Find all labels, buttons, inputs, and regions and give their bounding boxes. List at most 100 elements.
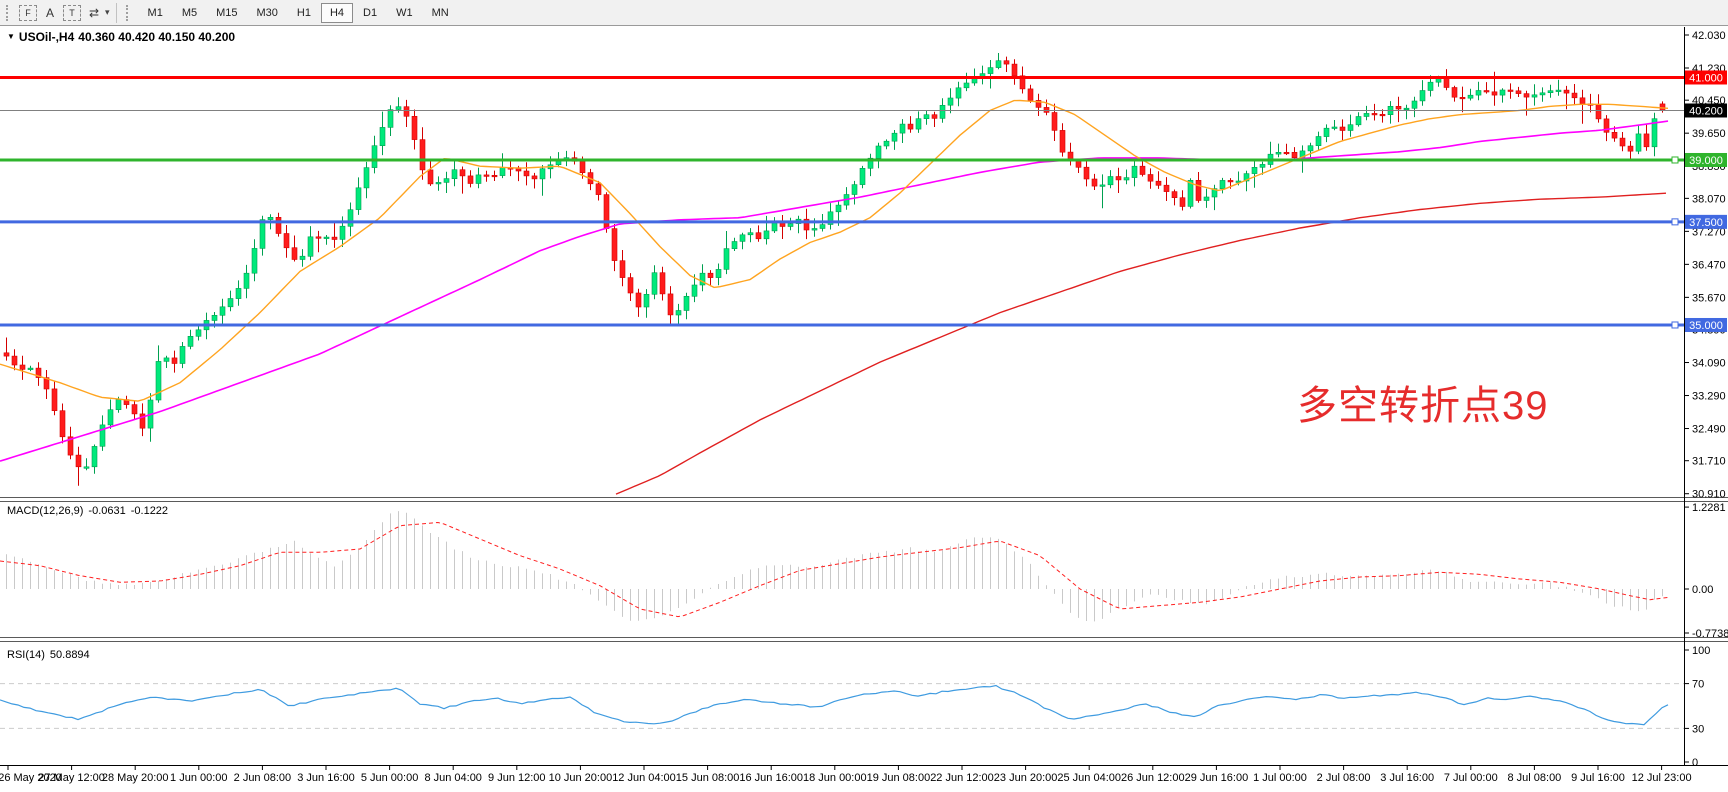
main-chart-panel[interactable] — [0, 53, 1669, 495]
timeframe-button-M15[interactable]: M15 — [207, 3, 246, 23]
chart-window-f-icon[interactable]: F — [19, 4, 37, 21]
dropdown-caret-icon[interactable]: ▾ — [105, 7, 110, 17]
svg-text:36.470: 36.470 — [1692, 259, 1726, 271]
macd-value-signal: -0.1222 — [130, 505, 169, 517]
price-badge-41.000: 41.000 — [1685, 70, 1727, 85]
svg-text:34.090: 34.090 — [1692, 358, 1726, 370]
svg-text:25 Jun 04:00: 25 Jun 04:00 — [1057, 772, 1121, 784]
indicator-axes[interactable]: 1.2281 0.00 -0.7738 100 70 30 0 — [1684, 502, 1728, 769]
price-badge-39.000: 39.000 — [1685, 152, 1727, 167]
svg-text:1 Jul 00:00: 1 Jul 00:00 — [1253, 772, 1307, 784]
chart-symbol: USOil-,H4 — [18, 30, 75, 44]
macd-signal-line — [0, 521, 1669, 618]
ma-slow-red-line — [615, 192, 1667, 495]
svg-text:39.000: 39.000 — [1689, 155, 1723, 167]
annotation-text[interactable]: 多空转折点39 — [1297, 384, 1549, 428]
timeframe-button-H4[interactable]: H4 — [320, 2, 354, 23]
svg-text:37.270: 37.270 — [1692, 226, 1726, 238]
candlesticks — [3, 53, 1666, 486]
svg-text:30.910: 30.910 — [1692, 489, 1726, 501]
svg-text:70: 70 — [1692, 679, 1704, 691]
symbol-dropdown-icon[interactable]: ▼ — [7, 32, 15, 41]
svg-text:32.490: 32.490 — [1692, 424, 1726, 436]
svg-text:1 Jun 00:00: 1 Jun 00:00 — [170, 772, 228, 784]
svg-text:35.670: 35.670 — [1692, 292, 1726, 304]
timeframe-button-M1[interactable]: M1 — [139, 3, 172, 23]
svg-text:31.710: 31.710 — [1692, 456, 1726, 468]
object-arrows-icon[interactable]: ⇄ — [84, 3, 104, 23]
svg-text:37.500: 37.500 — [1689, 217, 1723, 229]
ma-mid-magenta-line — [0, 120, 1669, 462]
macd-name: MACD(12,26,9) — [7, 505, 84, 517]
timeframe-buttons: M1 M5 M15 M30 H1 H4 D1 W1 MN — [139, 2, 458, 23]
price-badge-37.500: 37.500 — [1685, 214, 1727, 229]
drawing-tools: F A T ⇄ ▾ — [19, 3, 110, 23]
svg-text:28 May 20:00: 28 May 20:00 — [102, 772, 169, 784]
ma-fast-orange-line — [0, 99, 1669, 402]
svg-text:3 Jun 16:00: 3 Jun 16:00 — [297, 772, 355, 784]
svg-text:10 Jun 20:00: 10 Jun 20:00 — [549, 772, 613, 784]
svg-text:29 Jun 16:00: 29 Jun 16:00 — [1185, 772, 1249, 784]
svg-text:2 Jul 08:00: 2 Jul 08:00 — [1317, 772, 1371, 784]
svg-text:41.000: 41.000 — [1689, 72, 1723, 84]
line-anchor[interactable] — [1671, 321, 1679, 329]
svg-text:26 May 2020: 26 May 2020 — [0, 772, 62, 784]
macd-value-main: -0.0631 — [88, 505, 126, 517]
svg-text:22 Jun 12:00: 22 Jun 12:00 — [930, 772, 994, 784]
timeframe-button-M5[interactable]: M5 — [173, 3, 206, 23]
svg-text:0: 0 — [1692, 757, 1698, 769]
svg-text:2 Jun 08:00: 2 Jun 08:00 — [234, 772, 292, 784]
timeframe-button-H1[interactable]: H1 — [288, 3, 320, 23]
toolbar-grip[interactable] — [6, 4, 14, 21]
svg-text:9 Jun 12:00: 9 Jun 12:00 — [488, 772, 546, 784]
timeframe-button-W1[interactable]: W1 — [387, 3, 422, 23]
line-anchor[interactable] — [1671, 218, 1679, 226]
line-anchor[interactable] — [1671, 156, 1679, 164]
svg-text:33.290: 33.290 — [1692, 391, 1726, 403]
price-axis[interactable]: 42.03041.23040.45039.65038.85038.07037.2… — [1684, 30, 1727, 501]
svg-text:39.650: 39.650 — [1692, 128, 1726, 140]
svg-text:12 Jul 23:00: 12 Jul 23:00 — [1632, 772, 1692, 784]
svg-text:30: 30 — [1692, 723, 1704, 735]
svg-text:0.00: 0.00 — [1692, 584, 1713, 596]
text-box-icon[interactable]: T — [63, 4, 81, 21]
toolbar-separator — [115, 2, 117, 23]
text-label-icon[interactable]: A — [40, 3, 60, 23]
svg-text:40.200: 40.200 — [1689, 105, 1723, 117]
svg-text:18 Jun 00:00: 18 Jun 00:00 — [803, 772, 867, 784]
svg-text:100: 100 — [1692, 645, 1710, 657]
rsi-indicator-label: RSI(14) 50.8894 — [7, 649, 95, 661]
chart-title: ▼ USOil-,H4 40.360 40.420 40.150 40.200 — [7, 30, 239, 44]
current-price-badge: 40.200 — [1685, 103, 1727, 118]
svg-text:7 Jul 00:00: 7 Jul 00:00 — [1444, 772, 1498, 784]
timeframe-button-D1[interactable]: D1 — [354, 3, 386, 23]
svg-text:42.030: 42.030 — [1692, 30, 1726, 42]
svg-text:15 Jun 08:00: 15 Jun 08:00 — [676, 772, 740, 784]
rsi-panel[interactable] — [0, 683, 1684, 729]
svg-text:23 Jun 20:00: 23 Jun 20:00 — [994, 772, 1058, 784]
svg-text:16 Jun 16:00: 16 Jun 16:00 — [739, 772, 803, 784]
svg-text:19 Jun 08:00: 19 Jun 08:00 — [867, 772, 931, 784]
svg-text:35.000: 35.000 — [1689, 320, 1723, 332]
macd-indicator-label: MACD(12,26,9) -0.0631 -0.1222 — [7, 505, 173, 517]
svg-text:26 Jun 12:00: 26 Jun 12:00 — [1121, 772, 1185, 784]
rsi-line — [0, 684, 1669, 726]
svg-text:9 Jul 16:00: 9 Jul 16:00 — [1571, 772, 1625, 784]
svg-text:5 Jun 00:00: 5 Jun 00:00 — [361, 772, 419, 784]
macd-panel[interactable] — [0, 511, 1669, 622]
toolbar-grip-2[interactable] — [125, 4, 134, 21]
chart-ohlc: 40.360 40.420 40.150 40.200 — [78, 30, 236, 44]
timeframe-button-MN[interactable]: MN — [423, 3, 458, 23]
svg-text:12 Jun 04:00: 12 Jun 04:00 — [612, 772, 676, 784]
panel-borders — [0, 27, 1728, 766]
svg-text:27 May 12:00: 27 May 12:00 — [38, 772, 105, 784]
toolbar: F A T ⇄ ▾ M1 M5 M15 M30 H1 H4 D1 W1 MN — [0, 0, 1728, 26]
svg-text:38.070: 38.070 — [1692, 193, 1726, 205]
horizontal-lines[interactable] — [0, 75, 1684, 329]
price-badge-35.000: 35.000 — [1685, 317, 1727, 332]
timeframe-button-M30[interactable]: M30 — [248, 3, 287, 23]
rsi-name: RSI(14) — [7, 649, 45, 661]
